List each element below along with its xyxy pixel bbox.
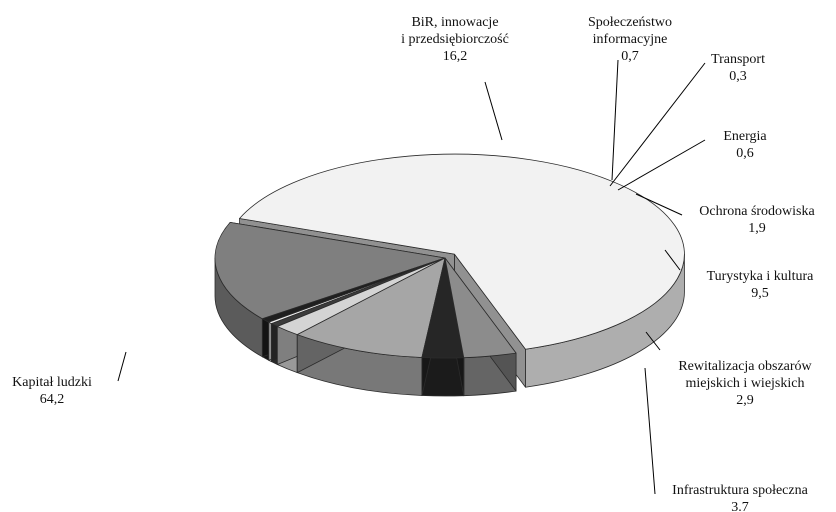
slice-0 (239, 153, 685, 350)
slice-label-8: Infrastruktura społeczna 3.7 (672, 483, 808, 512)
slice-label-6-line-1: 9,5 (751, 286, 769, 301)
slice-8 (444, 257, 517, 359)
leader-lines (117, 59, 706, 495)
slice-label-0-line-0: Kapitał ludzki (12, 375, 92, 390)
slice-label-2-line-1: informacyjne (593, 32, 668, 47)
leader-line-4 (617, 139, 706, 191)
slice-label-3-line-0: Transport (711, 52, 765, 67)
slice-label-1-line-2: 16,2 (443, 49, 468, 64)
leader-line-0 (117, 351, 127, 382)
leader-line-2 (611, 59, 619, 181)
slice-label-2: Społeczeństwo informacyjne 0,7 (588, 15, 672, 64)
slice-label-3: Transport 0,3 (711, 52, 765, 84)
slice-label-8-line-1: 3.7 (731, 500, 749, 512)
slice-label-5-line-1: 1,9 (748, 221, 766, 236)
slice-label-1: BiR, innowacje i przedsiębiorczość 16,2 (401, 15, 509, 64)
slice-label-6-line-0: Turystyka i kultura (707, 269, 815, 284)
slice-label-4-line-1: 0,6 (736, 146, 754, 161)
slice-label-3-line-1: 0,3 (729, 69, 747, 84)
slice-1 (214, 221, 446, 320)
leader-line-7 (645, 331, 661, 351)
leader-line-8 (644, 367, 656, 495)
slice-label-5: Ochrona środowiska 1,9 (699, 204, 815, 236)
slice-label-0: Kapitał ludzki 64,2 (12, 375, 92, 407)
slice-label-7-line-1: miejskich i wiejskich (686, 376, 805, 391)
slice-label-2-line-2: 0,7 (621, 49, 639, 64)
leader-line-5 (635, 193, 683, 216)
slice-6 (296, 257, 446, 358)
slice-label-0-line-1: 64,2 (40, 392, 65, 407)
slice-label-6: Turystyka i kultura 9,5 (707, 269, 815, 301)
slice-label-7-line-2: 2,9 (736, 393, 754, 408)
slice-label-7-line-0: Rewitalizacja obszarów (678, 359, 812, 374)
slice-label-7: Rewitalizacja obszarów miejskich i wiejsk… (678, 359, 812, 408)
slice-label-1-line-0: BiR, innowacje (411, 15, 498, 30)
slice-label-5-line-0: Ochrona środowiska (699, 204, 815, 219)
slice-label-1-line-1: i przedsiębiorczość (401, 32, 509, 47)
slice-label-4: Energia 0,6 (723, 129, 767, 161)
slice-labels: Kapitał ludzki 64,2 BiR, innowacje i przeds… (12, 15, 815, 512)
slice-label-2-line-0: Społeczeństwo (588, 15, 672, 30)
leader-line-3 (609, 62, 706, 187)
slice-tops (214, 153, 685, 359)
leader-line-1 (484, 81, 503, 141)
slice-label-8-line-0: Infrastruktura społeczna (672, 483, 808, 498)
slice-label-4-line-0: Energia (723, 129, 767, 144)
leader-line-6 (664, 249, 681, 271)
